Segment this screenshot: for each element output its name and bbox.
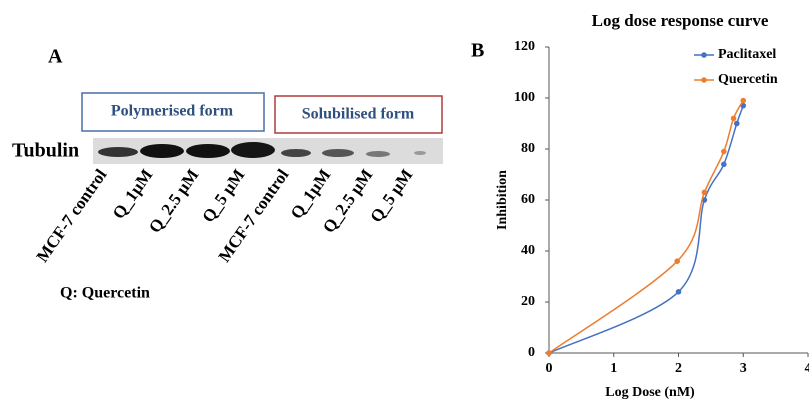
- y-tick-label: 120: [514, 39, 535, 54]
- legend-label: Paclitaxel: [718, 47, 776, 62]
- y-tick-label: 100: [514, 90, 535, 105]
- chart-title: Log dose response curve: [592, 11, 769, 30]
- x-tick-label: 3: [740, 361, 747, 376]
- polymerised-label: Polymerised form: [111, 103, 234, 120]
- x-tick-label: 1: [610, 361, 617, 376]
- point: [676, 289, 682, 295]
- x-tick-label: 0: [546, 361, 553, 376]
- lane-label: MCF-7 control: [33, 165, 111, 265]
- y-tick-label: 20: [521, 294, 535, 309]
- y-tick-label: 60: [521, 192, 535, 207]
- y-tick-label: 0: [528, 345, 535, 360]
- point: [702, 190, 708, 196]
- point: [734, 121, 740, 127]
- x-tick-label: 4: [805, 361, 809, 376]
- x-axis-label: Log Dose (nM): [605, 385, 695, 400]
- band: [98, 147, 138, 157]
- protein-label: Tubulin: [12, 140, 79, 162]
- lane-label: Q_1µM: [109, 166, 157, 223]
- series-line: [549, 101, 743, 353]
- band: [186, 144, 230, 158]
- point: [721, 162, 727, 168]
- legend-label: Quercetin: [718, 72, 778, 87]
- note: Q: Quercetin: [60, 285, 150, 302]
- point: [674, 258, 680, 264]
- point: [740, 98, 746, 104]
- y-tick-label: 40: [521, 243, 535, 258]
- band: [140, 144, 184, 158]
- point: [721, 149, 727, 155]
- band: [281, 149, 311, 157]
- y-axis-label: Inhibition: [495, 170, 510, 230]
- legend-marker: [701, 77, 707, 83]
- point: [731, 116, 737, 122]
- band: [322, 149, 354, 157]
- band: [414, 151, 426, 155]
- blot: [93, 138, 443, 164]
- panel-label: B: [471, 40, 484, 62]
- band: [231, 142, 275, 158]
- series-line: [549, 106, 743, 353]
- solubilised-label: Solubilised form: [302, 106, 415, 123]
- panel-label: A: [48, 46, 63, 68]
- point: [546, 350, 552, 356]
- plot: 0 20 40 60 80 100 120 0 1 2 3 4 Paclitaxel Quercetin: [514, 39, 809, 376]
- band: [366, 151, 390, 157]
- x-tick-label: 2: [675, 361, 682, 376]
- lane-label: Q_5 µM: [366, 166, 416, 226]
- legend-marker: [701, 52, 707, 58]
- y-tick-label: 80: [521, 141, 535, 156]
- figure: A Polymerised form Solubilised form Tubu…: [0, 0, 809, 402]
